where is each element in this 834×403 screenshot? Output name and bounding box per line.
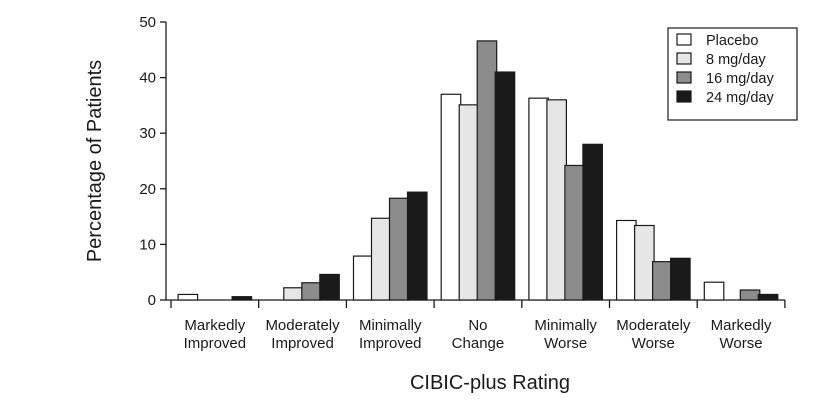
y-tick-label: 50	[139, 14, 156, 31]
bar-24-mg-day-2	[406, 191, 428, 301]
legend: Placebo 8 mg/day 16 mg/day 24 mg/day	[667, 27, 798, 121]
bar-16-mg-day-4	[564, 164, 586, 301]
legend-swatch	[676, 90, 692, 103]
category-label: Minimally	[359, 317, 422, 334]
bar-placebo-5	[615, 219, 637, 301]
bar-8-mg-day-3	[458, 104, 480, 301]
legend-swatch	[676, 33, 692, 46]
bar-24-mg-day-5	[669, 257, 691, 301]
category-label: Moderately	[616, 317, 691, 334]
x-axis-title: CIBIC-plus Rating	[410, 372, 570, 394]
legend-swatch	[676, 52, 692, 65]
category-label: Improved	[359, 335, 422, 352]
bar-8-mg-day-5	[633, 224, 655, 301]
y-tick-label: 30	[139, 125, 156, 142]
legend-label: 16 mg/day	[706, 71, 774, 87]
category-label: Improved	[184, 335, 247, 352]
y-tick-label: 10	[139, 236, 156, 253]
category-label: Worse	[632, 335, 675, 352]
category-label: Moderately	[265, 317, 340, 334]
category-label: Improved	[271, 335, 334, 352]
y-tick-label: 0	[148, 292, 156, 309]
x-axis	[166, 299, 786, 308]
bar-16-mg-day-3	[476, 40, 498, 301]
bar-16-mg-day-2	[388, 197, 410, 301]
category-label: Change	[452, 335, 505, 352]
bar-placebo-4	[528, 97, 550, 301]
category-label: Worse	[720, 335, 763, 352]
legend-label: 8 mg/day	[706, 52, 766, 68]
bar-24-mg-day-0	[231, 296, 253, 301]
bar-16-mg-day-6	[739, 289, 761, 301]
category-label: Minimally	[534, 317, 597, 334]
bar-16-mg-day-1	[301, 282, 322, 301]
bar-8-mg-day-2	[370, 217, 392, 301]
legend-label: Placebo	[706, 33, 758, 49]
y-tick-label: 40	[139, 70, 156, 87]
bar-24-mg-day-6	[757, 293, 779, 301]
category-label: Worse	[544, 335, 587, 352]
bar-24-mg-day-3	[494, 71, 516, 301]
category-label: Markedly	[711, 317, 772, 334]
y-axis: 0 10 20 30 40 50	[139, 14, 167, 309]
category-labels: MarkedlyImprovedModeratelyImprovedMinima…	[184, 317, 772, 352]
bar-16-mg-day-5	[651, 261, 673, 301]
bar-placebo-2	[352, 255, 374, 301]
bar-placebo-3	[440, 93, 462, 301]
bar-24-mg-day-1	[319, 273, 340, 301]
category-label: No	[468, 317, 487, 334]
bar-8-mg-day-1	[283, 287, 304, 301]
y-tick-label: 20	[139, 181, 156, 198]
y-axis-title: Percentage of Patients	[84, 60, 106, 262]
bars	[177, 40, 779, 301]
bar-placebo-6	[703, 281, 725, 301]
bar-8-mg-day-4	[546, 99, 568, 301]
bar-placebo-0	[177, 293, 199, 301]
category-label: Markedly	[184, 317, 245, 334]
legend-swatch	[676, 71, 692, 84]
bar-24-mg-day-4	[582, 143, 604, 301]
legend-label: 24 mg/day	[706, 90, 774, 106]
